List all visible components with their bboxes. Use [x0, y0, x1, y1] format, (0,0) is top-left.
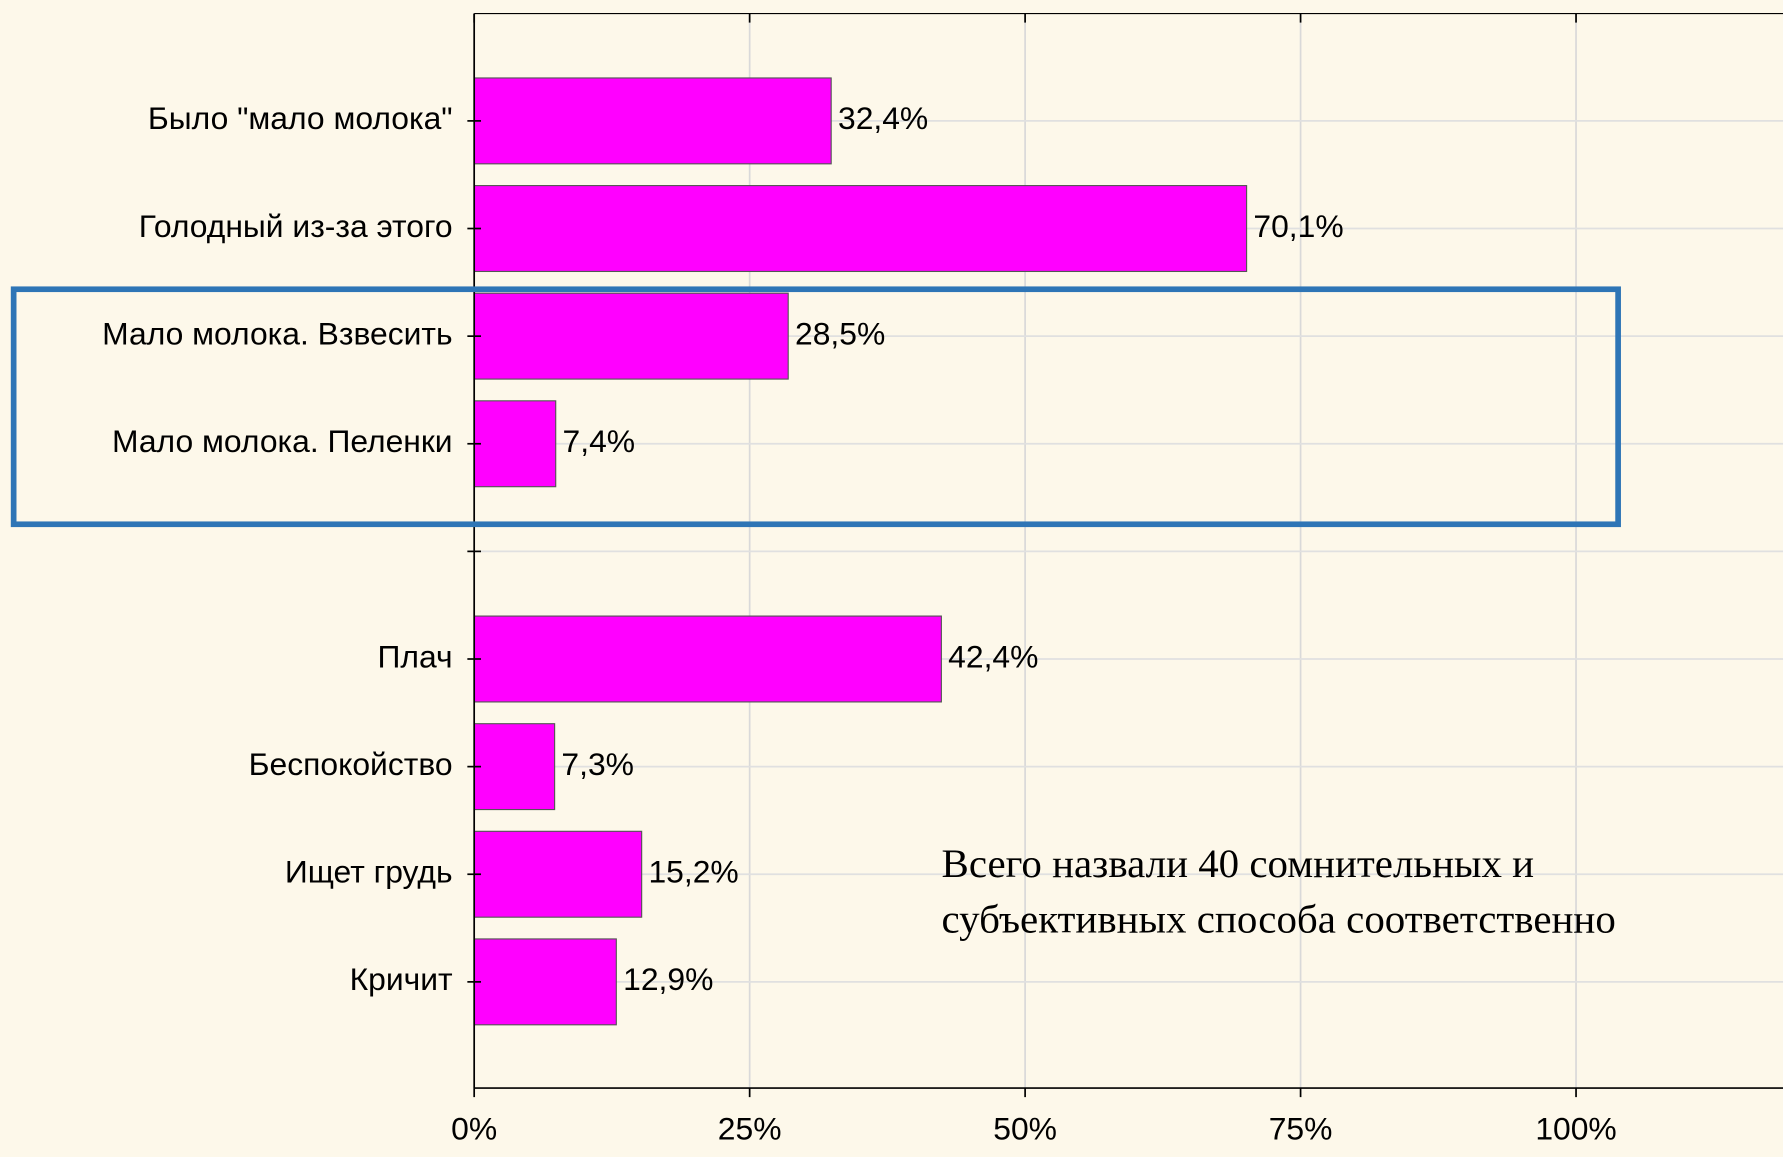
value-label: 70,1%: [1253, 208, 1343, 244]
y-tick-label: Мало молока. Пеленки: [112, 423, 453, 459]
highlight-box: [10, 286, 1621, 528]
y-tick-label: Беспокойство: [249, 746, 453, 782]
y-tick-label: Плач: [378, 638, 453, 674]
value-label: 12,9%: [623, 961, 713, 997]
x-tick-label: 0%: [451, 1110, 497, 1146]
bar: [473, 77, 832, 165]
y-tick-label: Кричит: [350, 961, 453, 997]
value-label: 32,4%: [838, 100, 928, 136]
x-tick-label: 50%: [993, 1110, 1057, 1146]
marks: [473, 77, 1248, 1026]
x-tick-label: 25%: [718, 1110, 782, 1146]
bar: [473, 723, 556, 811]
value-label: 7,3%: [561, 746, 634, 782]
bar: [473, 185, 1248, 273]
y-tick-label: Голодный из-за этого: [139, 208, 453, 244]
x-tick-label: 75%: [1269, 1110, 1333, 1146]
value-label: 42,4%: [948, 638, 1038, 674]
annotation: субъективных способа соответственно: [942, 897, 1616, 942]
bar: [473, 400, 557, 488]
y-tick-label: Было "мало молока": [148, 100, 453, 136]
bar: [473, 830, 643, 918]
value-label: 7,4%: [563, 423, 636, 459]
value-label: 28,5%: [795, 316, 885, 352]
bar: [473, 938, 617, 1026]
value-label: 15,2%: [648, 854, 738, 890]
bar: [473, 615, 942, 703]
bar: [473, 292, 789, 380]
y-tick-label: Ищет грудь: [285, 854, 453, 890]
x-tick-label: 100%: [1535, 1110, 1616, 1146]
annotation: Всего назвали 40 сомнительных и: [942, 841, 1535, 886]
y-tick-label: Мало молока. Взвесить: [102, 316, 452, 352]
